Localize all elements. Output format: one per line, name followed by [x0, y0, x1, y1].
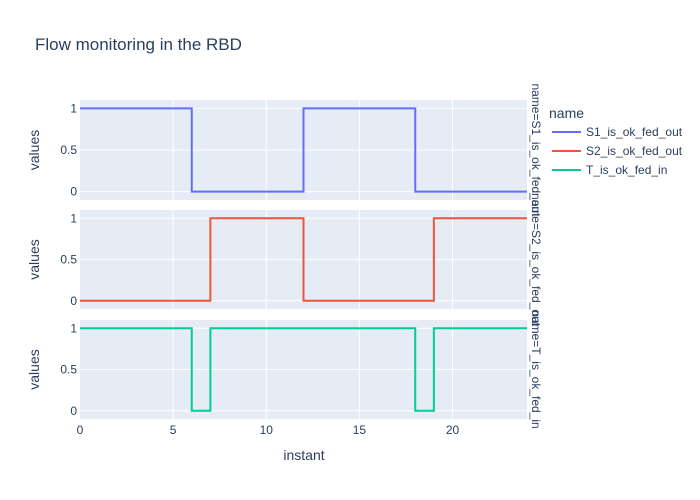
- chart-title: Flow monitoring in the RBD: [35, 35, 242, 54]
- facet-label: name=T_is_ok_fed_in: [529, 310, 543, 428]
- legend-item-S2_is_ok_fed_out[interactable]: S2_is_ok_fed_out: [552, 144, 683, 158]
- facet-panel-1: 0 0.5 1 values name=S1_is_ok_fed_out: [26, 83, 543, 217]
- y-tick-label: 1: [70, 321, 77, 335]
- x-tick-label: 20: [446, 423, 460, 437]
- y-tick-label: 0: [70, 185, 77, 199]
- legend-item-S1_is_ok_fed_out[interactable]: S1_is_ok_fed_out: [552, 125, 683, 139]
- facet-label: name=S2_is_ok_fed_out: [529, 193, 543, 327]
- legend-label: S2_is_ok_fed_out: [586, 144, 683, 158]
- legend-label: S1_is_ok_fed_out: [586, 125, 683, 139]
- x-axis-title: instant: [283, 447, 324, 463]
- series-line-T_is_ok_fed_in: [80, 327, 527, 412]
- legend-title: name: [549, 105, 584, 121]
- x-tick-labels: 0 5 10 15 20: [77, 423, 460, 437]
- legend-item-T_is_ok_fed_in[interactable]: T_is_ok_fed_in: [552, 163, 667, 177]
- facet-label: name=S1_is_ok_fed_out: [529, 83, 543, 217]
- y-tick-label: 0.5: [60, 253, 77, 267]
- x-tick-label: 10: [260, 423, 274, 437]
- legend: name S1_is_ok_fed_out S2_is_ok_fed_out T_i…: [549, 105, 683, 177]
- facet-panel-2: 0 0.5 1 values name=S2_is_ok_fed_out: [26, 193, 543, 327]
- y-tick-label: 1: [70, 211, 77, 225]
- x-tick-label: 15: [353, 423, 367, 437]
- y-axis-title: values: [26, 130, 42, 170]
- y-axis-title: values: [26, 349, 42, 389]
- legend-label: T_is_ok_fed_in: [586, 163, 667, 177]
- series-line-S1_is_ok_fed_out: [80, 107, 527, 193]
- facet-panels: 0 0.5 1 values name=S1_is_ok_fed_out 0 0.5 1 val…: [26, 83, 543, 437]
- y-axis-title: values: [26, 239, 42, 279]
- y-tick-label: 0.5: [60, 143, 77, 157]
- y-tick-label: 0.5: [60, 363, 77, 377]
- y-tick-label: 0: [70, 294, 77, 308]
- x-tick-label: 5: [170, 423, 177, 437]
- series-line-S2_is_ok_fed_out: [80, 217, 527, 302]
- facet-panel-3: 0 0.5 1 values name=T_is_ok_fed_in: [26, 310, 543, 428]
- x-tick-label: 0: [77, 423, 84, 437]
- y-tick-label: 1: [70, 101, 77, 115]
- y-tick-label: 0: [70, 404, 77, 418]
